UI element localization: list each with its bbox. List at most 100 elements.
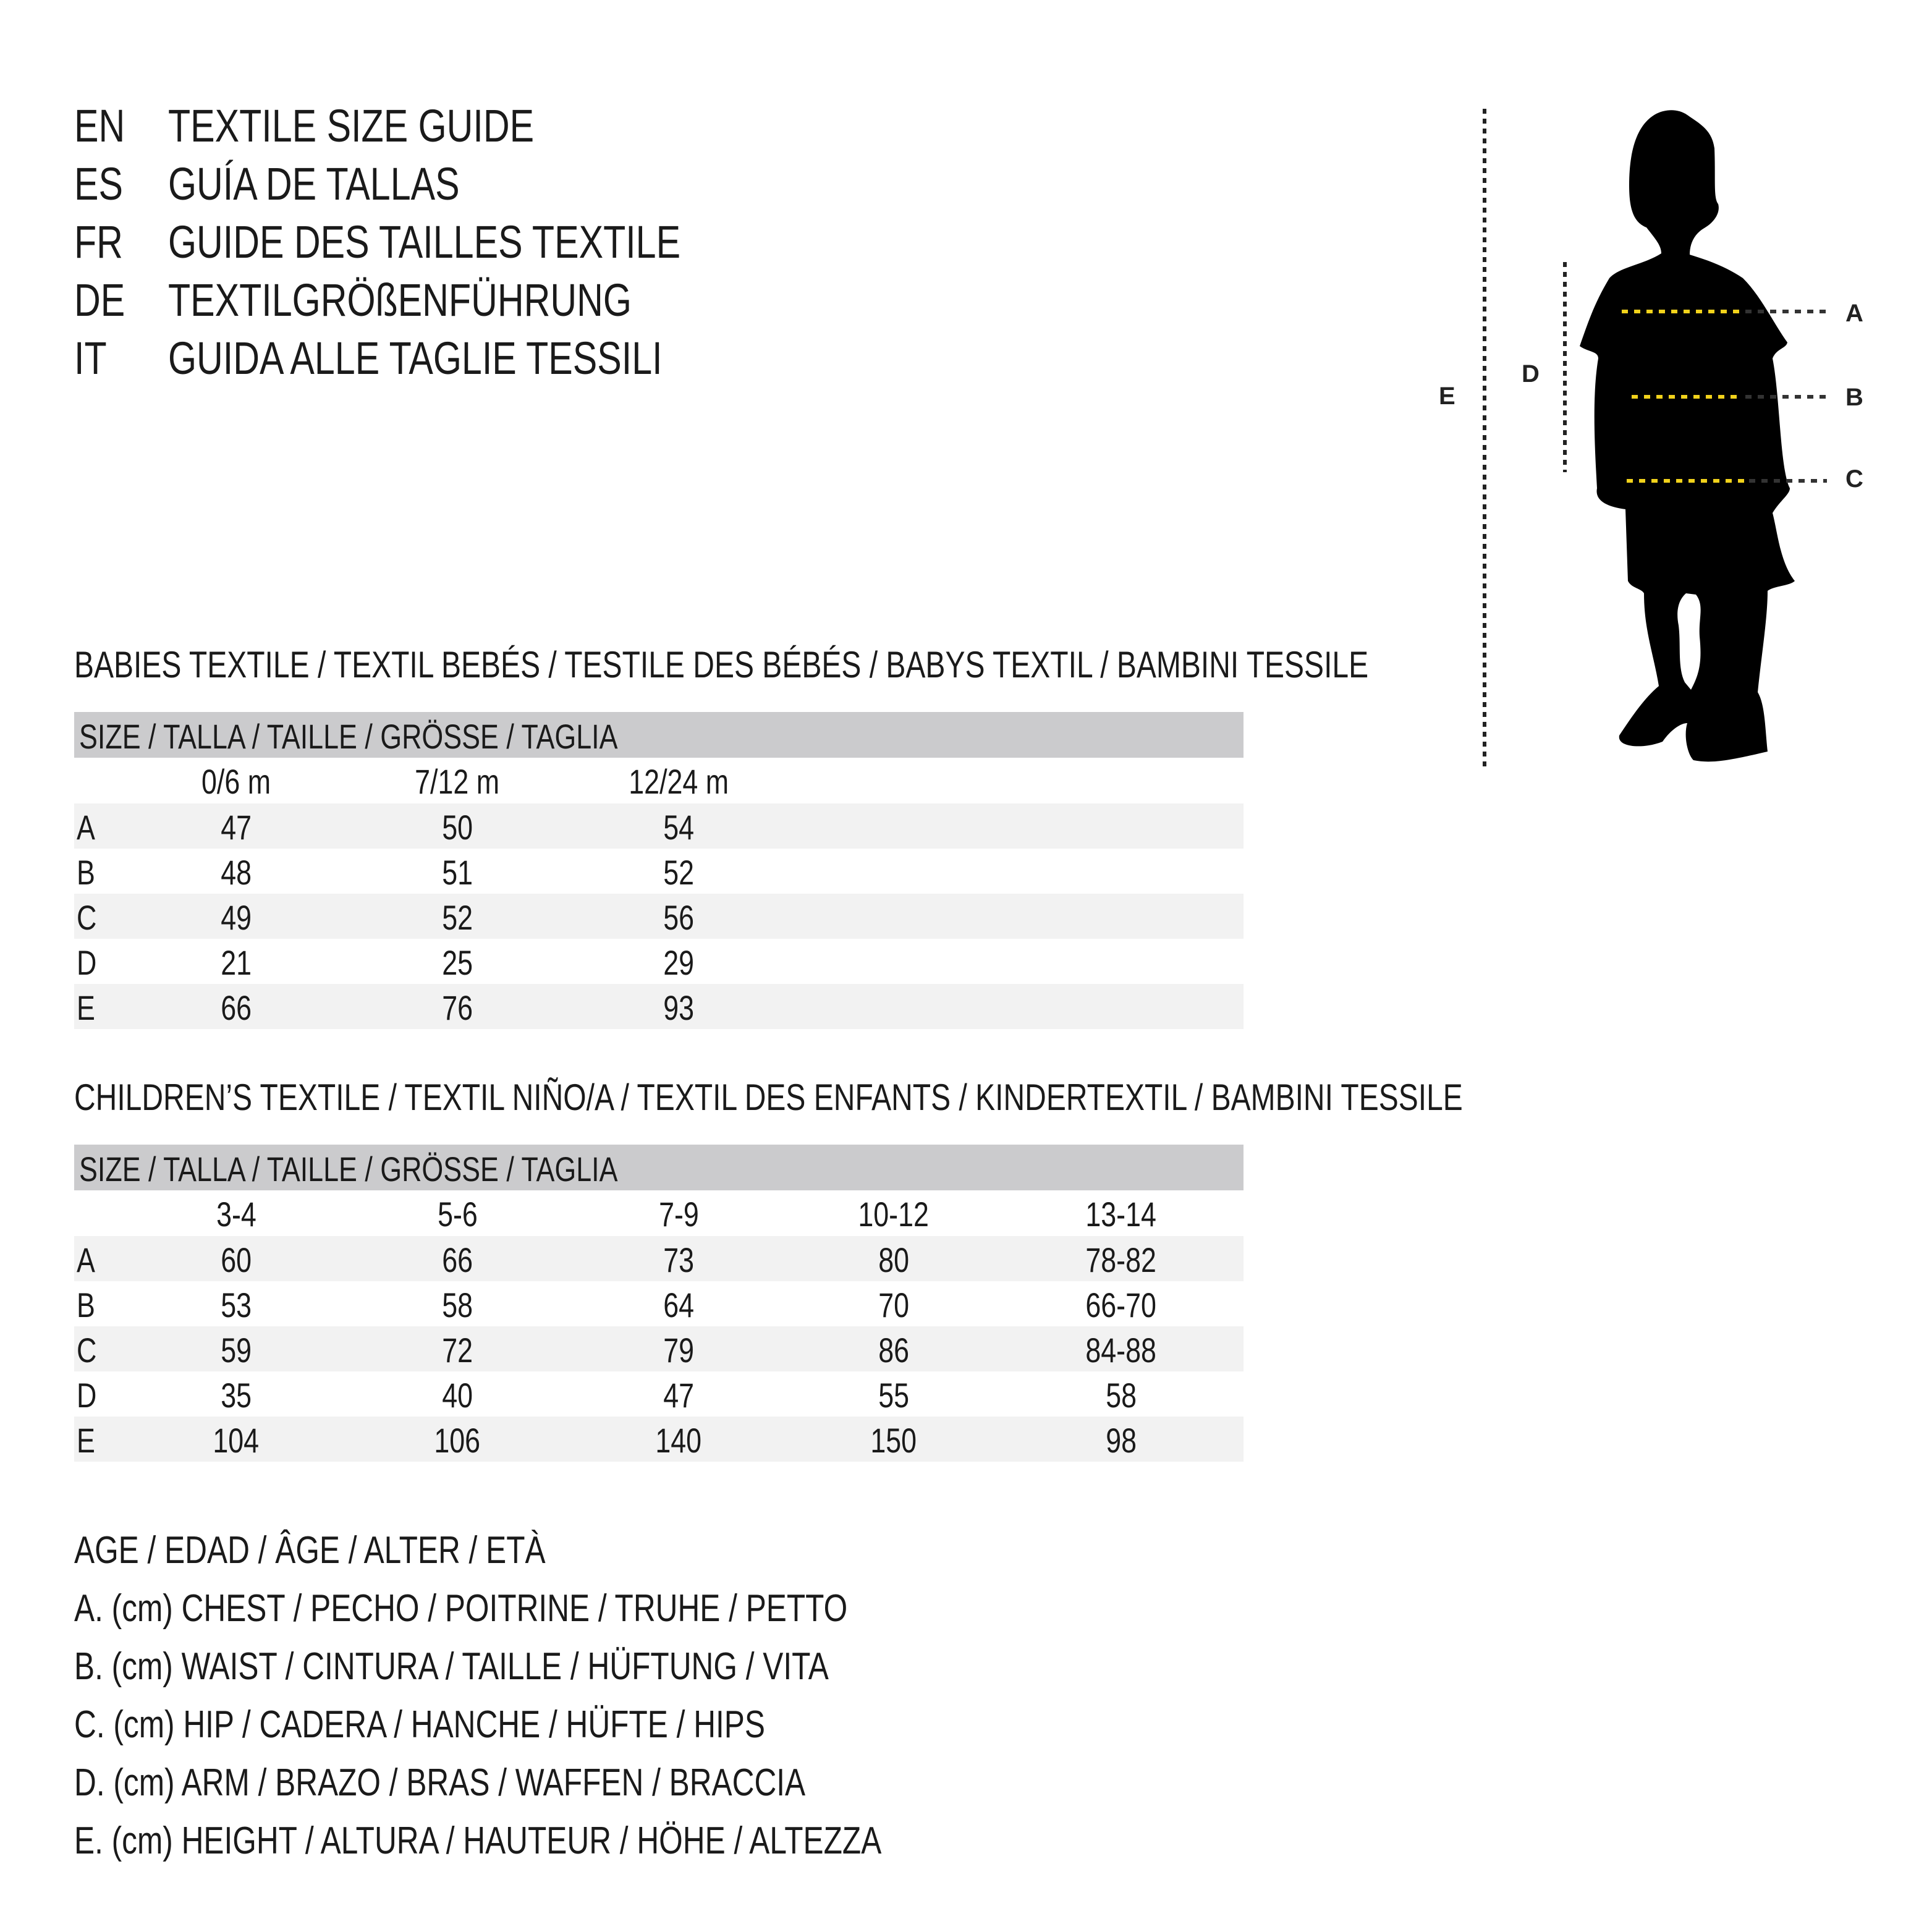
size-column-text: 7-9: [658, 1195, 699, 1234]
cell-value: 98: [1106, 1421, 1137, 1460]
table-row: E 66 76 93: [74, 984, 1244, 1029]
table-cell: 86: [801, 1326, 986, 1375]
cell-value: 50: [442, 808, 473, 847]
cell-value: 60: [221, 1240, 252, 1279]
title-text: GUÍA DE TALLAS: [168, 158, 460, 210]
table-cell: 47: [143, 803, 329, 852]
cell-value: 76: [442, 988, 473, 1027]
size-columns-row: 3-4 5-6 7-9 10-12 13-14: [74, 1190, 1244, 1236]
table-row: B 53 58 64 70 66-70: [74, 1281, 1244, 1326]
legend-text: E. (cm) HEIGHT / ALTURA / HAUTEUR / HÖHE…: [74, 1820, 882, 1862]
measurement-definition: D. (cm) ARM / BRAZO / BRAS / WAFFEN / BR…: [74, 1754, 988, 1812]
table-cell: 50: [365, 803, 550, 852]
cell-value: 150: [870, 1421, 917, 1460]
table-cell: 54: [586, 803, 771, 852]
cell-value: 58: [1106, 1376, 1137, 1415]
table-cell: 51: [365, 849, 550, 897]
size-column-text: 5-6: [437, 1195, 478, 1234]
cell-value: 58: [442, 1286, 473, 1324]
table-cell: 35: [143, 1371, 329, 1420]
legend-text: A. (cm) CHEST / PECHO / POITRINE / TRUHE…: [74, 1587, 848, 1630]
size-column-text: 0/6 m: [201, 762, 271, 801]
cell-value: 86: [878, 1331, 909, 1370]
size-header-bar: SIZE / TALLA / TAILLE / GRÖSSE / TAGLIA: [74, 712, 1244, 758]
row-label: B: [77, 853, 95, 892]
size-column-header: 7-9: [586, 1190, 771, 1239]
table-cell: 79: [586, 1326, 771, 1375]
cell-value: 51: [442, 853, 473, 892]
table-row: A 47 50 54: [74, 803, 1244, 849]
cell-value: 140: [655, 1421, 702, 1460]
age-label: AGE / EDAD / ÂGE / ALTER / ETÀ: [74, 1522, 663, 1580]
cell-value: 106: [434, 1421, 481, 1460]
row-label: C: [77, 1331, 97, 1370]
cell-value: 66: [442, 1240, 473, 1279]
row-label: E: [77, 988, 95, 1027]
cell-value: 80: [878, 1240, 909, 1279]
table-cell: 66: [365, 1236, 550, 1284]
size-column-header: 0/6 m: [143, 758, 329, 806]
size-label: SIZE / TALLA / TAILLE / GRÖSSE / TAGLIA: [79, 717, 618, 756]
measurement-definition: A. (cm) CHEST / PECHO / POITRINE / TRUHE…: [74, 1580, 1041, 1638]
row-label: A: [77, 808, 95, 847]
table-row: C 59 72 79 86 84-88: [74, 1326, 1244, 1371]
table-cell: 48: [143, 849, 329, 897]
table-row: A 60 66 73 80 78-82: [74, 1236, 1244, 1281]
children-size-table: SIZE / TALLA / TAILLE / GRÖSSE / TAGLIA 3…: [74, 1145, 1244, 1462]
cell-value: 72: [442, 1331, 473, 1370]
size-column-text: 13-14: [1085, 1195, 1157, 1234]
cell-value: 64: [663, 1286, 694, 1324]
legend-text: D. (cm) ARM / BRAZO / BRAS / WAFFEN / BR…: [74, 1761, 806, 1804]
table-cell: 140: [586, 1417, 771, 1465]
size-column-text: 3-4: [216, 1195, 256, 1234]
row-label: C: [77, 898, 97, 937]
legend-text: B. (cm) WAIST / CINTURA / TAILLE / HÜFTU…: [74, 1645, 829, 1688]
table-cell: 52: [586, 849, 771, 897]
table-cell: 66-70: [1028, 1281, 1214, 1329]
table-cell: 49: [143, 894, 329, 942]
table-cell: 66: [143, 984, 329, 1032]
size-column-header: 10-12: [801, 1190, 986, 1239]
legend-text: C. (cm) HIP / CADERA / HANCHE / HÜFTE / …: [74, 1703, 765, 1746]
table-cell: 59: [143, 1326, 329, 1375]
cell-value: 66: [221, 988, 252, 1027]
size-label: SIZE / TALLA / TAILLE / GRÖSSE / TAGLIA: [79, 1150, 618, 1188]
cell-value: 70: [878, 1286, 909, 1324]
size-column-header: 3-4: [143, 1190, 329, 1239]
size-header-bar: SIZE / TALLA / TAILLE / GRÖSSE / TAGLIA: [74, 1145, 1244, 1190]
measurement-definition: B. (cm) WAIST / CINTURA / TAILLE / HÜFTU…: [74, 1638, 1017, 1696]
title-text: TEXTILGRÖßENFÜHRUNG: [168, 274, 632, 326]
label-d: D: [1522, 360, 1540, 388]
cell-value: 54: [663, 808, 694, 847]
size-column-text: 10-12: [858, 1195, 930, 1234]
size-columns-row: 0/6 m 7/12 m 12/24 m: [74, 758, 1244, 803]
title-text: TEXTILE SIZE GUIDE: [168, 100, 535, 151]
cell-value: 104: [213, 1421, 260, 1460]
row-label: D: [77, 943, 97, 982]
babies-size-table: SIZE / TALLA / TAILLE / GRÖSSE / TAGLIA 0…: [74, 712, 1244, 1029]
title-text: GUIDA ALLE TAGLIE TESSILI: [168, 333, 663, 384]
cell-value: 73: [663, 1240, 694, 1279]
table-row: E 104 106 140 150 98: [74, 1417, 1244, 1462]
language-code: IT: [74, 333, 107, 384]
table-cell: 53: [143, 1281, 329, 1329]
table-cell: 60: [143, 1236, 329, 1284]
table-cell: 40: [365, 1371, 550, 1420]
table-cell: 78-82: [1028, 1236, 1214, 1284]
table-cell: 29: [586, 939, 771, 987]
cell-value: 25: [442, 943, 473, 982]
table-cell: 21: [143, 939, 329, 987]
cell-value: 52: [442, 898, 473, 937]
cell-value: 47: [221, 808, 252, 847]
table-cell: 56: [586, 894, 771, 942]
table-row: D 35 40 47 55 58: [74, 1371, 1244, 1417]
table-cell: 64: [586, 1281, 771, 1329]
size-column-header: 13-14: [1028, 1190, 1214, 1239]
table-cell: 52: [365, 894, 550, 942]
cell-value: 56: [663, 898, 694, 937]
table-cell: 70: [801, 1281, 986, 1329]
label-a: A: [1845, 300, 1863, 327]
table-cell: 84-88: [1028, 1326, 1214, 1375]
cell-value: 48: [221, 853, 252, 892]
